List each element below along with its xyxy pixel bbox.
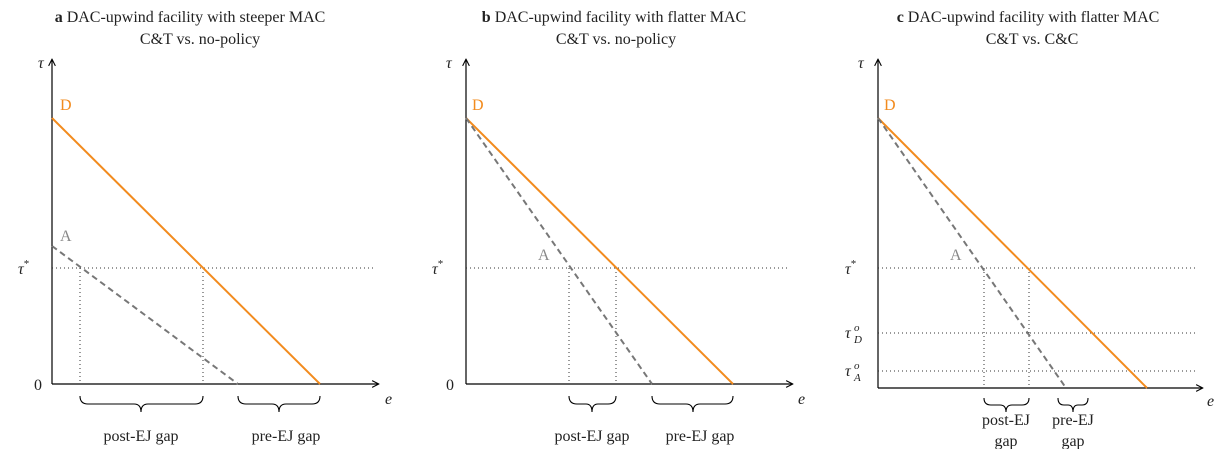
brace: [568, 395, 617, 413]
curve-d-label: D: [60, 97, 72, 114]
symbol: τ: [845, 261, 852, 278]
y-axis-label: τ: [858, 55, 865, 72]
superscript: o: [854, 322, 860, 334]
tau-star-label: τ*: [432, 258, 443, 278]
y-axis-label: τ: [38, 55, 45, 72]
tau-star-label: τ*: [18, 258, 29, 278]
subscript: D: [853, 334, 862, 346]
brace: [79, 395, 204, 413]
curve-d: [465, 117, 734, 385]
curve-a-label: A: [60, 228, 72, 245]
curve-d-label: D: [472, 97, 484, 114]
panel-letter: b: [482, 9, 491, 26]
panel-title: b DAC-upwind facility with flatter MAC: [482, 9, 746, 26]
subscript: A: [853, 372, 861, 384]
curve-a-label: A: [950, 247, 962, 264]
panel-title: c DAC-upwind facility with flatter MAC: [897, 9, 1160, 26]
panel-b: b DAC-upwind facility with flatter MAC C…: [432, 9, 805, 445]
title-text: DAC-upwind facility with steeper MAC: [67, 9, 326, 26]
title-text: DAC-upwind facility with flatter MAC: [495, 9, 747, 26]
panel-letter: a: [55, 9, 63, 26]
symbol: τ: [845, 325, 852, 342]
curve-a: [465, 117, 653, 385]
symbol: τ: [18, 261, 25, 278]
origin-label: 0: [446, 377, 454, 394]
brace: [1057, 397, 1089, 413]
y-axis-label: τ: [446, 55, 453, 72]
curve-d: [51, 117, 321, 385]
panel-a: a DAC-upwind facility with steeper MAC C…: [18, 9, 392, 445]
curve-a-label: A: [538, 247, 550, 264]
panel-c: c DAC-upwind facility with flatter MAC C…: [845, 9, 1214, 449]
panel-subtitle: C&T vs. C&C: [986, 31, 1079, 48]
superscript: *: [24, 258, 30, 270]
gap-label: post-EJ gap: [103, 428, 178, 445]
brace: [983, 397, 1030, 413]
gap-label: pre-EJ gap: [666, 428, 735, 445]
tau-star-label: τ*: [845, 258, 856, 278]
superscript: o: [854, 360, 860, 372]
gap-label: gap: [994, 433, 1017, 449]
symbol: τ: [845, 363, 852, 380]
drop-lines: [983, 268, 1030, 388]
drop-lines: [79, 268, 204, 384]
gap-label: pre-EJ: [1052, 412, 1094, 429]
x-axis-label: e: [385, 391, 392, 408]
brace: [237, 395, 321, 413]
curve-d-label: D: [884, 97, 896, 114]
gap-label: pre-EJ gap: [252, 428, 321, 445]
x-axis-label: e: [1207, 393, 1214, 410]
gap-label: post-EJ gap: [554, 428, 629, 445]
tau-lines: [878, 267, 1198, 372]
superscript: *: [438, 258, 444, 270]
panel-title: a DAC-upwind facility with steeper MAC: [55, 9, 326, 26]
curve-a: [877, 117, 1067, 389]
symbol: τ: [432, 261, 439, 278]
origin-label: 0: [34, 377, 42, 394]
gap-label: gap: [1061, 433, 1084, 449]
title-text: DAC-upwind facility with flatter MAC: [908, 9, 1160, 26]
gap-label: post-EJ: [982, 412, 1030, 429]
panel-letter: c: [897, 9, 904, 26]
curve-d: [877, 117, 1148, 389]
drop-lines: [568, 268, 617, 384]
panel-subtitle: C&T vs. no-policy: [556, 31, 676, 48]
brace: [651, 395, 734, 413]
superscript: *: [851, 258, 857, 270]
curve-a: [51, 245, 239, 385]
panel-subtitle: C&T vs. no-policy: [140, 31, 260, 48]
x-axis-label: e: [798, 391, 805, 408]
